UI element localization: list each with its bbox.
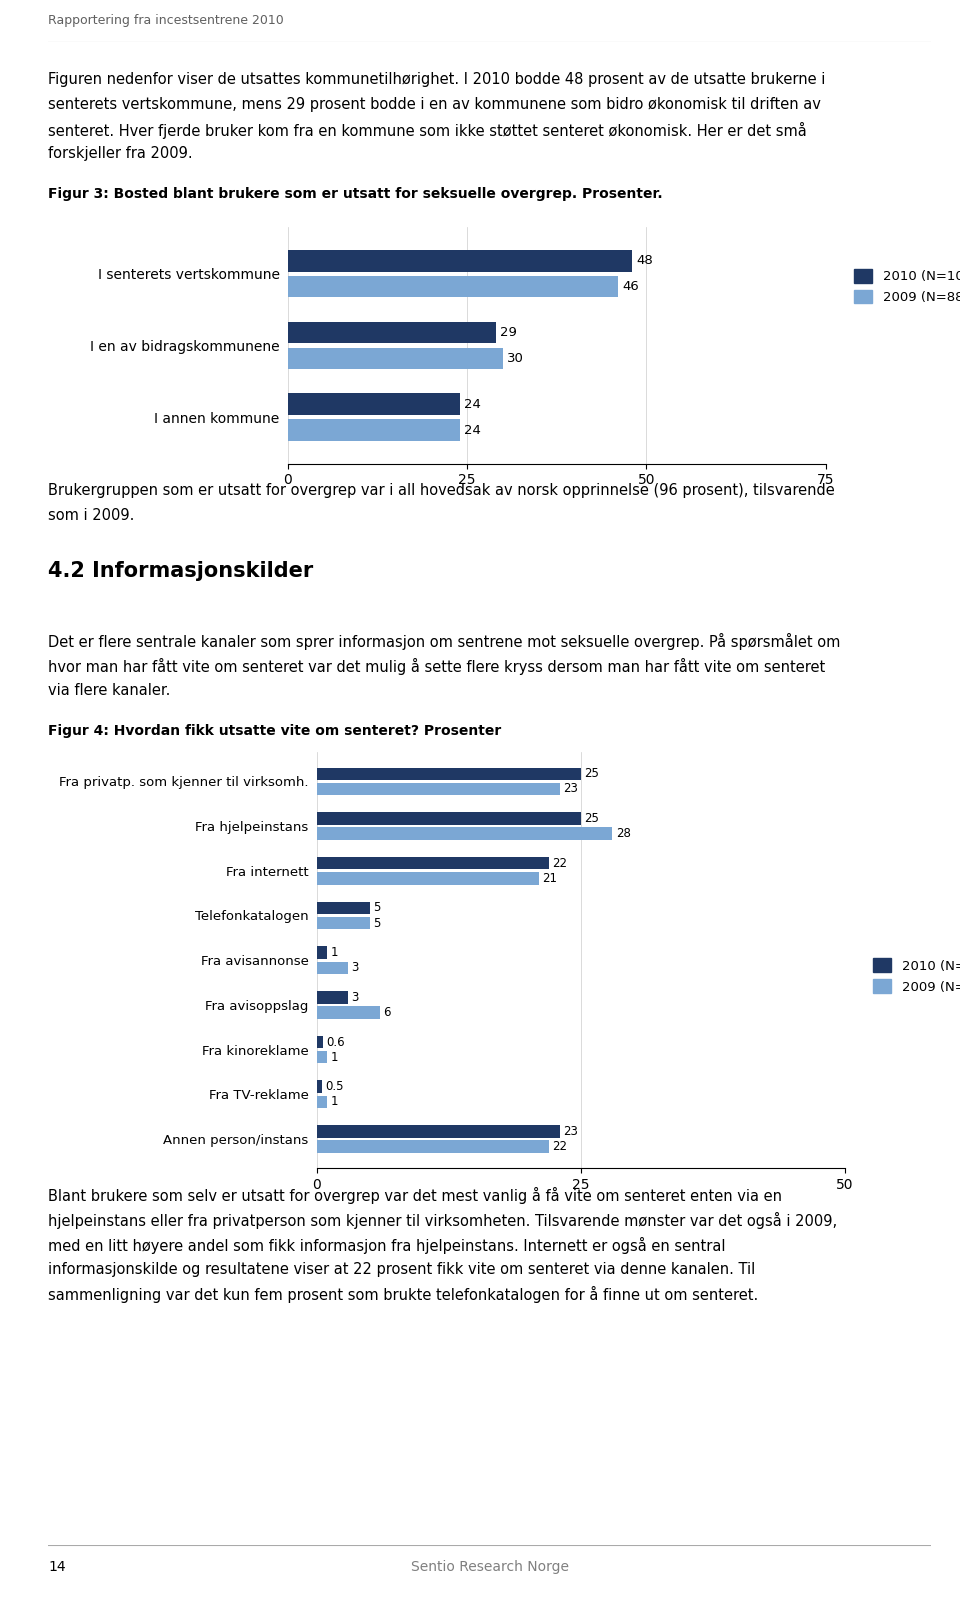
Text: 23: 23 bbox=[563, 782, 578, 795]
Text: 48: 48 bbox=[636, 254, 653, 267]
Bar bbox=[288, 419, 460, 441]
Text: 22: 22 bbox=[552, 1140, 567, 1153]
Bar bbox=[288, 393, 460, 416]
Text: 24: 24 bbox=[465, 424, 481, 437]
Text: 21: 21 bbox=[541, 871, 557, 884]
Text: 6: 6 bbox=[383, 1006, 391, 1019]
Text: via flere kanaler.: via flere kanaler. bbox=[48, 683, 170, 697]
Bar bbox=[317, 1036, 324, 1049]
Text: som i 2009.: som i 2009. bbox=[48, 508, 134, 523]
Text: forskjeller fra 2009.: forskjeller fra 2009. bbox=[48, 147, 193, 161]
Text: Sentio Research Norge: Sentio Research Norge bbox=[411, 1561, 568, 1575]
Text: hjelpeinstans eller fra privatperson som kjenner til virksomheten. Tilsvarende m: hjelpeinstans eller fra privatperson som… bbox=[48, 1212, 837, 1230]
Bar bbox=[288, 275, 617, 297]
Text: 4.2 Informasjonskilder: 4.2 Informasjonskilder bbox=[48, 561, 313, 582]
Legend: 2010 (N=1074), 2009 (N=839): 2010 (N=1074), 2009 (N=839) bbox=[873, 958, 960, 993]
Text: 5: 5 bbox=[372, 916, 380, 929]
Text: 30: 30 bbox=[507, 352, 524, 365]
Bar bbox=[317, 947, 327, 959]
Bar bbox=[317, 1095, 327, 1108]
Bar bbox=[317, 1081, 322, 1094]
Text: 24: 24 bbox=[465, 398, 481, 411]
Text: senteret. Hver fjerde bruker kom fra en kommune som ikke støttet senteret økonom: senteret. Hver fjerde bruker kom fra en … bbox=[48, 122, 806, 139]
Text: Rapportering fra incestsentrene 2010: Rapportering fra incestsentrene 2010 bbox=[48, 14, 284, 27]
Bar bbox=[317, 784, 560, 795]
Bar bbox=[317, 1140, 549, 1153]
Bar bbox=[317, 871, 539, 884]
Text: 23: 23 bbox=[563, 1126, 578, 1138]
Text: Brukergruppen som er utsatt for overgrep var i all hovedsak av norsk opprinnelse: Brukergruppen som er utsatt for overgrep… bbox=[48, 483, 835, 497]
Text: 14: 14 bbox=[48, 1561, 65, 1575]
Bar bbox=[317, 961, 348, 974]
Text: hvor man har fått vite om senteret var det mulig å sette flere kryss dersom man : hvor man har fått vite om senteret var d… bbox=[48, 659, 826, 675]
Text: sammenligning var det kun fem prosent som brukte telefonkatalogen for å finne ut: sammenligning var det kun fem prosent so… bbox=[48, 1287, 758, 1303]
Text: Figur 3: Bosted blant brukere som er utsatt for seksuelle overgrep. Prosenter.: Figur 3: Bosted blant brukere som er uts… bbox=[48, 187, 662, 201]
Bar bbox=[317, 812, 581, 825]
Text: 25: 25 bbox=[584, 768, 599, 780]
Bar bbox=[317, 1051, 327, 1063]
Text: 25: 25 bbox=[584, 812, 599, 825]
Text: 3: 3 bbox=[351, 991, 359, 1004]
Bar bbox=[288, 249, 632, 272]
Bar bbox=[317, 827, 612, 839]
Text: informasjonskilde og resultatene viser at 22 prosent fikk vite om senteret via d: informasjonskilde og resultatene viser a… bbox=[48, 1262, 756, 1276]
Text: 1: 1 bbox=[330, 1095, 338, 1108]
Text: Figur 4: Hvordan fikk utsatte vite om senteret? Prosenter: Figur 4: Hvordan fikk utsatte vite om se… bbox=[48, 724, 501, 737]
Text: 0.6: 0.6 bbox=[326, 1036, 345, 1049]
Bar bbox=[317, 768, 581, 780]
Text: 29: 29 bbox=[500, 326, 517, 339]
Legend: 2010 (N=1070), 2009 (N=880): 2010 (N=1070), 2009 (N=880) bbox=[853, 269, 960, 304]
Text: 1: 1 bbox=[330, 1051, 338, 1063]
Bar bbox=[288, 347, 503, 369]
Bar bbox=[317, 857, 549, 870]
Text: senterets vertskommune, mens 29 prosent bodde i en av kommunene som bidro økonom: senterets vertskommune, mens 29 prosent … bbox=[48, 96, 821, 112]
Text: 5: 5 bbox=[372, 902, 380, 915]
Bar bbox=[317, 1126, 560, 1137]
Text: 3: 3 bbox=[351, 961, 359, 974]
Text: 46: 46 bbox=[622, 280, 638, 293]
Bar bbox=[288, 321, 496, 344]
Bar bbox=[317, 991, 348, 1004]
Text: med en litt høyere andel som fikk informasjon fra hjelpeinstans. Internett er og: med en litt høyere andel som fikk inform… bbox=[48, 1238, 726, 1254]
Text: 22: 22 bbox=[552, 857, 567, 870]
Text: Det er flere sentrale kanaler som sprer informasjon om sentrene mot seksuelle ov: Det er flere sentrale kanaler som sprer … bbox=[48, 633, 840, 651]
Text: 0.5: 0.5 bbox=[325, 1081, 344, 1094]
Bar bbox=[317, 1006, 380, 1019]
Bar bbox=[317, 916, 370, 929]
Text: Blant brukere som selv er utsatt for overgrep var det mest vanlig å få vite om s: Blant brukere som selv er utsatt for ove… bbox=[48, 1188, 782, 1204]
Bar bbox=[317, 902, 370, 915]
Text: 1: 1 bbox=[330, 947, 338, 959]
Text: 28: 28 bbox=[615, 827, 631, 839]
Text: Figuren nedenfor viser de utsattes kommunetilhørighet. I 2010 bodde 48 prosent a: Figuren nedenfor viser de utsattes kommu… bbox=[48, 72, 826, 86]
